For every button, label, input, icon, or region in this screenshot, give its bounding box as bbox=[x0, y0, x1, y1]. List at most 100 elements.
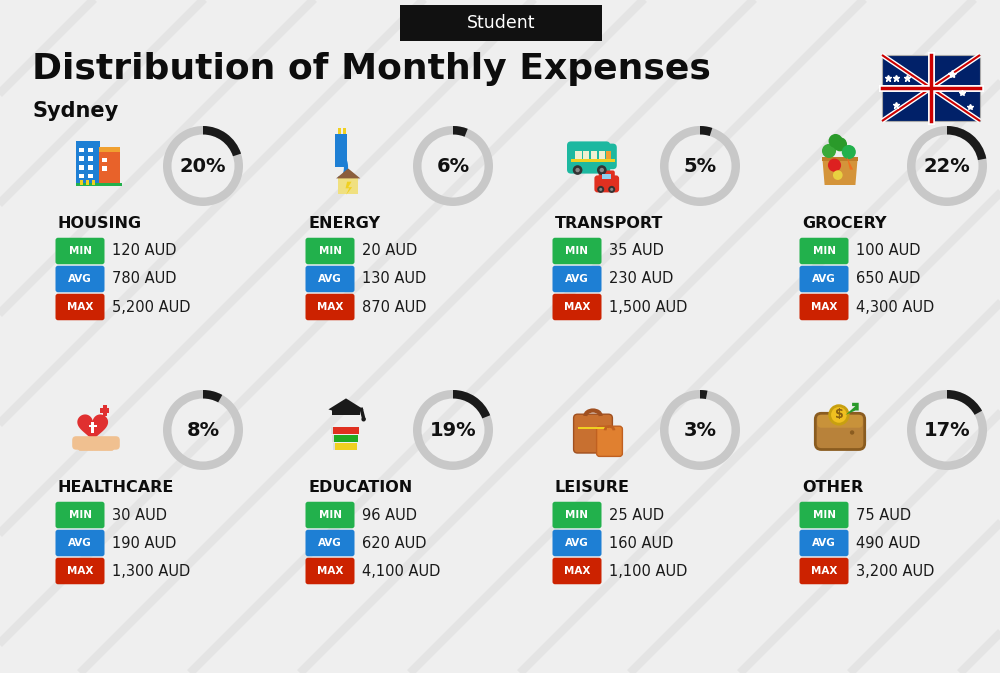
Text: MAX: MAX bbox=[67, 566, 93, 576]
FancyBboxPatch shape bbox=[79, 174, 84, 178]
FancyBboxPatch shape bbox=[591, 151, 597, 159]
Text: ENERGY: ENERGY bbox=[308, 215, 380, 230]
Text: MIN: MIN bbox=[318, 510, 342, 520]
Text: MAX: MAX bbox=[564, 566, 590, 576]
Text: 3,200 AUD: 3,200 AUD bbox=[856, 563, 934, 579]
Wedge shape bbox=[163, 126, 243, 206]
FancyBboxPatch shape bbox=[55, 502, 104, 528]
Text: 1,100 AUD: 1,100 AUD bbox=[609, 563, 687, 579]
Circle shape bbox=[610, 188, 613, 191]
FancyBboxPatch shape bbox=[567, 141, 610, 174]
Circle shape bbox=[833, 137, 847, 151]
Wedge shape bbox=[700, 126, 712, 136]
FancyBboxPatch shape bbox=[335, 135, 347, 168]
FancyBboxPatch shape bbox=[552, 266, 602, 292]
FancyBboxPatch shape bbox=[104, 437, 114, 451]
FancyBboxPatch shape bbox=[574, 414, 612, 453]
Text: $: $ bbox=[835, 409, 843, 421]
Text: AVG: AVG bbox=[318, 538, 342, 548]
Text: Distribution of Monthly Expenses: Distribution of Monthly Expenses bbox=[32, 52, 711, 86]
FancyBboxPatch shape bbox=[55, 238, 104, 264]
Circle shape bbox=[850, 430, 854, 435]
FancyBboxPatch shape bbox=[799, 502, 848, 528]
Text: OTHER: OTHER bbox=[802, 479, 863, 495]
Text: 190 AUD: 190 AUD bbox=[112, 536, 176, 551]
Text: Student: Student bbox=[467, 13, 535, 32]
Circle shape bbox=[573, 165, 582, 175]
FancyBboxPatch shape bbox=[552, 558, 602, 584]
FancyBboxPatch shape bbox=[55, 266, 104, 292]
Text: MIN: MIN bbox=[68, 510, 92, 520]
Text: 22%: 22% bbox=[924, 157, 970, 176]
FancyBboxPatch shape bbox=[88, 147, 93, 152]
FancyBboxPatch shape bbox=[594, 176, 619, 192]
Text: GROCERY: GROCERY bbox=[802, 215, 887, 230]
FancyBboxPatch shape bbox=[88, 174, 93, 178]
Polygon shape bbox=[847, 156, 853, 170]
FancyBboxPatch shape bbox=[306, 502, 354, 528]
Circle shape bbox=[830, 406, 848, 424]
Polygon shape bbox=[846, 403, 859, 415]
FancyBboxPatch shape bbox=[99, 147, 120, 152]
Text: AVG: AVG bbox=[812, 274, 836, 284]
Wedge shape bbox=[453, 126, 468, 137]
Circle shape bbox=[600, 168, 604, 172]
Text: AVG: AVG bbox=[318, 274, 342, 284]
Circle shape bbox=[829, 134, 843, 148]
FancyBboxPatch shape bbox=[88, 165, 93, 170]
Circle shape bbox=[822, 144, 836, 158]
Text: AVG: AVG bbox=[68, 538, 92, 548]
Polygon shape bbox=[328, 398, 364, 415]
Text: MAX: MAX bbox=[67, 302, 93, 312]
FancyBboxPatch shape bbox=[333, 444, 357, 450]
FancyBboxPatch shape bbox=[799, 558, 848, 584]
Text: Sydney: Sydney bbox=[32, 101, 118, 121]
Circle shape bbox=[833, 170, 843, 180]
FancyBboxPatch shape bbox=[575, 151, 582, 159]
Text: 120 AUD: 120 AUD bbox=[112, 244, 176, 258]
Text: 1,300 AUD: 1,300 AUD bbox=[112, 563, 190, 579]
Text: 17%: 17% bbox=[924, 421, 970, 439]
Circle shape bbox=[599, 188, 602, 191]
Text: 100 AUD: 100 AUD bbox=[856, 244, 920, 258]
FancyBboxPatch shape bbox=[552, 530, 602, 557]
Circle shape bbox=[828, 159, 841, 172]
Text: MIN: MIN bbox=[318, 246, 342, 256]
Text: 5,200 AUD: 5,200 AUD bbox=[112, 299, 190, 314]
Text: MIN: MIN bbox=[812, 510, 836, 520]
Text: 75 AUD: 75 AUD bbox=[856, 507, 911, 522]
Text: MAX: MAX bbox=[811, 302, 837, 312]
FancyBboxPatch shape bbox=[599, 170, 615, 182]
FancyBboxPatch shape bbox=[306, 293, 354, 320]
Text: 870 AUD: 870 AUD bbox=[362, 299, 426, 314]
FancyBboxPatch shape bbox=[72, 436, 120, 450]
FancyBboxPatch shape bbox=[55, 530, 104, 557]
Text: HEALTHCARE: HEALTHCARE bbox=[58, 479, 174, 495]
FancyBboxPatch shape bbox=[89, 425, 97, 427]
Text: 4,100 AUD: 4,100 AUD bbox=[362, 563, 440, 579]
FancyBboxPatch shape bbox=[799, 293, 848, 320]
Wedge shape bbox=[453, 390, 490, 419]
Circle shape bbox=[597, 186, 604, 193]
Text: AVG: AVG bbox=[68, 274, 92, 284]
Text: MIN: MIN bbox=[68, 246, 92, 256]
FancyBboxPatch shape bbox=[799, 266, 848, 292]
Text: 4,300 AUD: 4,300 AUD bbox=[856, 299, 934, 314]
FancyBboxPatch shape bbox=[97, 437, 108, 451]
FancyBboxPatch shape bbox=[332, 435, 334, 442]
Text: 3%: 3% bbox=[684, 421, 716, 439]
FancyBboxPatch shape bbox=[882, 55, 980, 121]
Text: 130 AUD: 130 AUD bbox=[362, 271, 426, 287]
FancyBboxPatch shape bbox=[606, 151, 611, 159]
Text: 650 AUD: 650 AUD bbox=[856, 271, 920, 287]
FancyBboxPatch shape bbox=[400, 5, 602, 41]
Text: 780 AUD: 780 AUD bbox=[112, 271, 176, 287]
Text: 25 AUD: 25 AUD bbox=[609, 507, 664, 522]
Text: 20 AUD: 20 AUD bbox=[362, 244, 417, 258]
FancyBboxPatch shape bbox=[331, 427, 333, 433]
FancyBboxPatch shape bbox=[598, 151, 605, 159]
Polygon shape bbox=[336, 168, 360, 178]
Text: 35 AUD: 35 AUD bbox=[609, 244, 664, 258]
FancyBboxPatch shape bbox=[306, 558, 354, 584]
Text: MAX: MAX bbox=[317, 566, 343, 576]
